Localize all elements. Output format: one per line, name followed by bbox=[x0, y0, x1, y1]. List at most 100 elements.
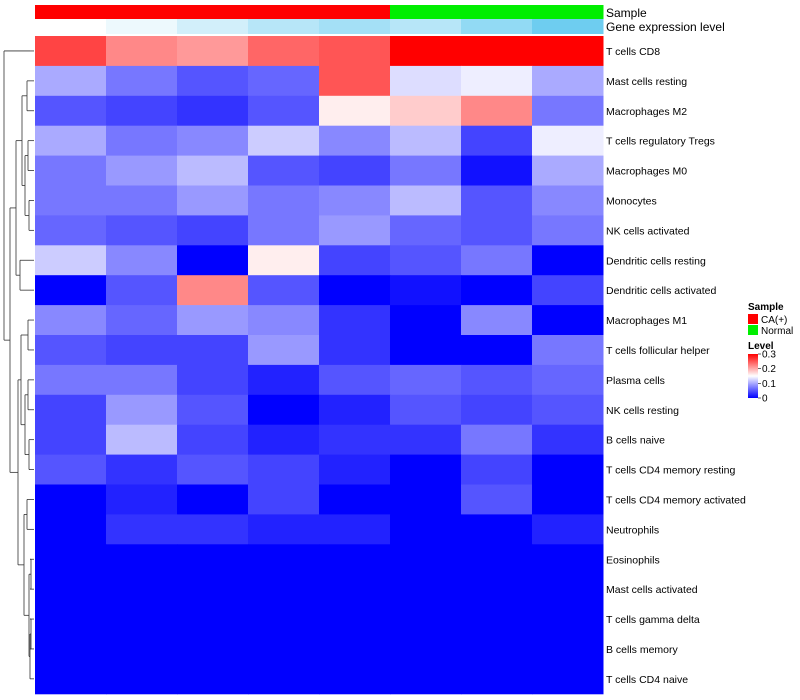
heatmap-cell bbox=[248, 514, 320, 545]
heatmap-cell bbox=[532, 604, 604, 635]
heatmap-cell bbox=[106, 65, 178, 97]
row-label: T cells CD8 bbox=[606, 46, 660, 58]
heatmap-cell bbox=[177, 305, 249, 336]
heatmap-cell bbox=[35, 125, 107, 157]
row-label: Macrophages M0 bbox=[606, 166, 687, 178]
heatmap-cell bbox=[532, 484, 604, 515]
heatmap-cell bbox=[390, 394, 462, 426]
heatmap-cell bbox=[461, 424, 533, 456]
row-label: Macrophages M2 bbox=[606, 106, 687, 118]
heatmap-cell bbox=[532, 125, 604, 157]
row-label: T cells CD4 memory activated bbox=[606, 494, 746, 506]
annotation-label-sample: Sample bbox=[606, 6, 647, 20]
legend-label-normal: Normal bbox=[761, 326, 793, 337]
heatmap-cell bbox=[319, 185, 391, 216]
heatmap-cell bbox=[106, 484, 178, 515]
heatmap-cell bbox=[248, 544, 320, 575]
heatmap-cell bbox=[35, 215, 107, 246]
heatmap-cell bbox=[106, 544, 178, 575]
heatmap-cell bbox=[177, 95, 249, 127]
heatmap-cell bbox=[390, 125, 462, 157]
heatmap-cell bbox=[106, 574, 178, 605]
heatmap-cell bbox=[461, 155, 533, 186]
legend-level-title: Level bbox=[748, 341, 774, 352]
heatmap-cell bbox=[177, 185, 249, 216]
heatmap-cell bbox=[532, 364, 604, 396]
legend-sample-title: Sample bbox=[748, 302, 784, 313]
legend-tick-label: 0.1 bbox=[762, 379, 776, 390]
legend-tick-label: 0.3 bbox=[762, 350, 776, 361]
heatmap-cell bbox=[106, 245, 178, 276]
heatmap-cell bbox=[177, 335, 249, 366]
heatmap-cell bbox=[532, 514, 604, 545]
heatmap-cell bbox=[106, 275, 178, 306]
row-label: T cells follicular helper bbox=[606, 345, 710, 357]
heatmap-cell bbox=[248, 663, 320, 695]
heatmap-cell bbox=[248, 36, 320, 67]
legend-level-colorbar bbox=[748, 354, 758, 398]
heatmap-cell bbox=[461, 574, 533, 605]
heatmap-cell bbox=[177, 484, 249, 515]
heatmap-cell bbox=[390, 95, 462, 127]
heatmap-cell bbox=[532, 185, 604, 216]
heatmap-cell bbox=[319, 424, 391, 456]
heatmap-cell bbox=[35, 36, 107, 67]
gene-expression-annotation-cell bbox=[106, 19, 178, 34]
heatmap-cell bbox=[106, 424, 178, 456]
gene-expression-annotation-cell bbox=[532, 19, 604, 34]
row-label: Macrophages M1 bbox=[606, 315, 687, 327]
heatmap-cell bbox=[319, 484, 391, 515]
heatmap-cell bbox=[248, 275, 320, 306]
legend-tick-label: 0.2 bbox=[762, 364, 776, 375]
heatmap-cell bbox=[177, 65, 249, 97]
heatmap-cell bbox=[248, 125, 320, 157]
heatmap-cell bbox=[35, 484, 107, 515]
heatmap-cell bbox=[461, 275, 533, 306]
heatmap-cell bbox=[248, 185, 320, 216]
heatmap-cell bbox=[248, 245, 320, 276]
heatmap-cell bbox=[532, 544, 604, 575]
heatmap-cell bbox=[319, 95, 391, 127]
heatmap-cell bbox=[106, 305, 178, 336]
heatmap-cell bbox=[177, 364, 249, 396]
heatmap-cell bbox=[106, 185, 178, 216]
heatmap-cell bbox=[532, 663, 604, 695]
heatmap-cell bbox=[461, 454, 533, 485]
heatmap-cell bbox=[390, 36, 462, 67]
heatmap-cell bbox=[35, 335, 107, 366]
heatmap-cell bbox=[319, 514, 391, 545]
heatmap-cell bbox=[390, 514, 462, 545]
heatmap-cell bbox=[390, 275, 462, 306]
heatmap-cell bbox=[248, 335, 320, 366]
heatmap-cell bbox=[319, 364, 391, 396]
heatmap-cell bbox=[532, 95, 604, 127]
heatmap-cell bbox=[532, 275, 604, 306]
heatmap-cell bbox=[532, 155, 604, 186]
heatmap-cell bbox=[35, 275, 107, 306]
heatmap-cell bbox=[532, 36, 604, 67]
heatmap-cell bbox=[106, 36, 178, 67]
heatmap-cell bbox=[319, 215, 391, 246]
heatmap-cell bbox=[532, 245, 604, 276]
heatmap-cell bbox=[319, 574, 391, 605]
row-label: Plasma cells bbox=[606, 375, 665, 387]
heatmap-cell bbox=[106, 604, 178, 635]
heatmap-cell bbox=[390, 424, 462, 456]
row-label: T cells CD4 naive bbox=[606, 674, 688, 686]
row-label: NK cells resting bbox=[606, 405, 679, 417]
heatmap-cell bbox=[248, 454, 320, 485]
heatmap-cell bbox=[35, 604, 107, 635]
heatmap-cell bbox=[35, 544, 107, 575]
heatmap-cell bbox=[248, 215, 320, 246]
heatmap-cell bbox=[35, 394, 107, 426]
heatmap-cell bbox=[177, 215, 249, 246]
heatmap-cell bbox=[248, 95, 320, 127]
heatmap-cell bbox=[461, 125, 533, 157]
heatmap-cell bbox=[461, 663, 533, 695]
heatmap-cell bbox=[248, 364, 320, 396]
heatmap-cell bbox=[390, 364, 462, 396]
heatmap-cell bbox=[177, 514, 249, 545]
heatmap-cell bbox=[106, 514, 178, 545]
heatmap-cell bbox=[248, 574, 320, 605]
